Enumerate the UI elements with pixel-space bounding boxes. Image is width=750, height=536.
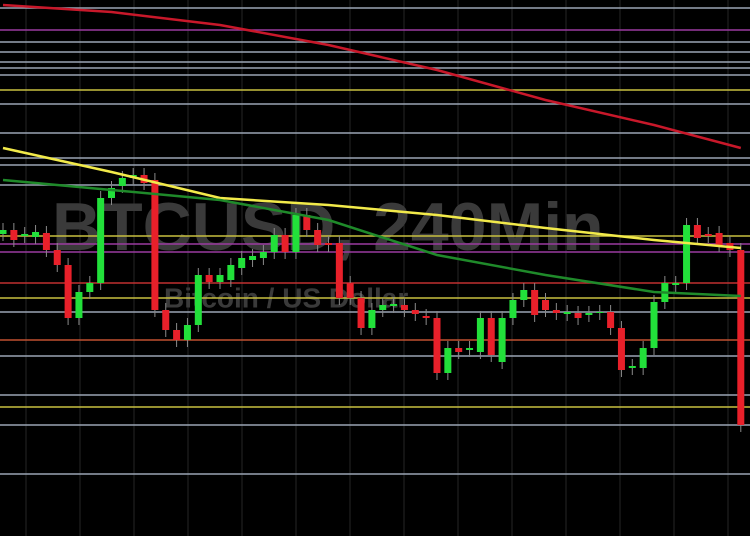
candle-body (173, 330, 181, 340)
candle-body (205, 275, 213, 282)
candle-body (64, 265, 72, 318)
candle-body (683, 225, 691, 283)
candle-body (0, 230, 7, 234)
candle-body (249, 256, 257, 260)
candle-body (75, 292, 83, 318)
candle-body (639, 348, 647, 368)
candle-body (162, 310, 170, 330)
candle-body (379, 305, 387, 310)
candle-body (585, 313, 593, 315)
candle-body (509, 300, 517, 318)
candle-body (433, 318, 441, 373)
candle-body (151, 180, 159, 310)
candle-body (390, 304, 398, 306)
candle-body (86, 283, 94, 292)
candle-body (628, 366, 636, 368)
candle-body (118, 178, 126, 186)
candle-body (10, 230, 18, 240)
candle-body (542, 300, 549, 310)
candle-body (21, 234, 29, 236)
candle-body (325, 243, 332, 245)
watermark-title: BTCUSD, 240Min (52, 189, 604, 265)
moving-average (2, 146, 741, 250)
candle-body (183, 325, 191, 340)
vertical-grid (25, 0, 729, 536)
candle-body (444, 348, 452, 373)
candle-body (455, 348, 463, 352)
candle-body (281, 235, 289, 252)
candle-body (476, 318, 484, 352)
candle-body (368, 310, 376, 328)
candle-body (531, 290, 539, 315)
candle-body (314, 230, 322, 245)
candle-body (335, 243, 343, 298)
moving-average (2, 3, 742, 150)
candle-body (487, 318, 495, 355)
candle-body (574, 313, 582, 318)
candle-body (400, 305, 408, 310)
candle-body (563, 312, 571, 314)
candle-body (422, 316, 430, 318)
candle-body (292, 215, 300, 252)
candle-body (596, 312, 604, 313)
candle-body (498, 318, 506, 362)
candle-body (194, 275, 202, 325)
candle-body (607, 312, 615, 328)
candle-body (617, 328, 625, 370)
candle-body (259, 252, 267, 258)
candle-body (672, 283, 680, 285)
candle-body (552, 310, 560, 313)
candle-body (53, 250, 61, 265)
candle-body (357, 298, 365, 328)
candle-body (108, 188, 115, 198)
candle-body (346, 283, 354, 298)
candle-body (411, 310, 419, 314)
candle-body (32, 232, 40, 237)
candle-body (693, 225, 701, 238)
candle-body (466, 348, 474, 350)
candle-body (227, 265, 235, 280)
candle-body (704, 234, 712, 236)
candle-body (303, 215, 311, 230)
candle-body (737, 250, 745, 425)
moving-average (2, 178, 741, 298)
candle-body (216, 275, 224, 282)
candle-body (270, 235, 278, 252)
candle-body (715, 233, 723, 245)
candle-body (42, 233, 50, 250)
candle-body (650, 302, 658, 348)
candle-body (520, 290, 528, 300)
candle-body (97, 198, 105, 283)
candle-body (238, 258, 246, 268)
